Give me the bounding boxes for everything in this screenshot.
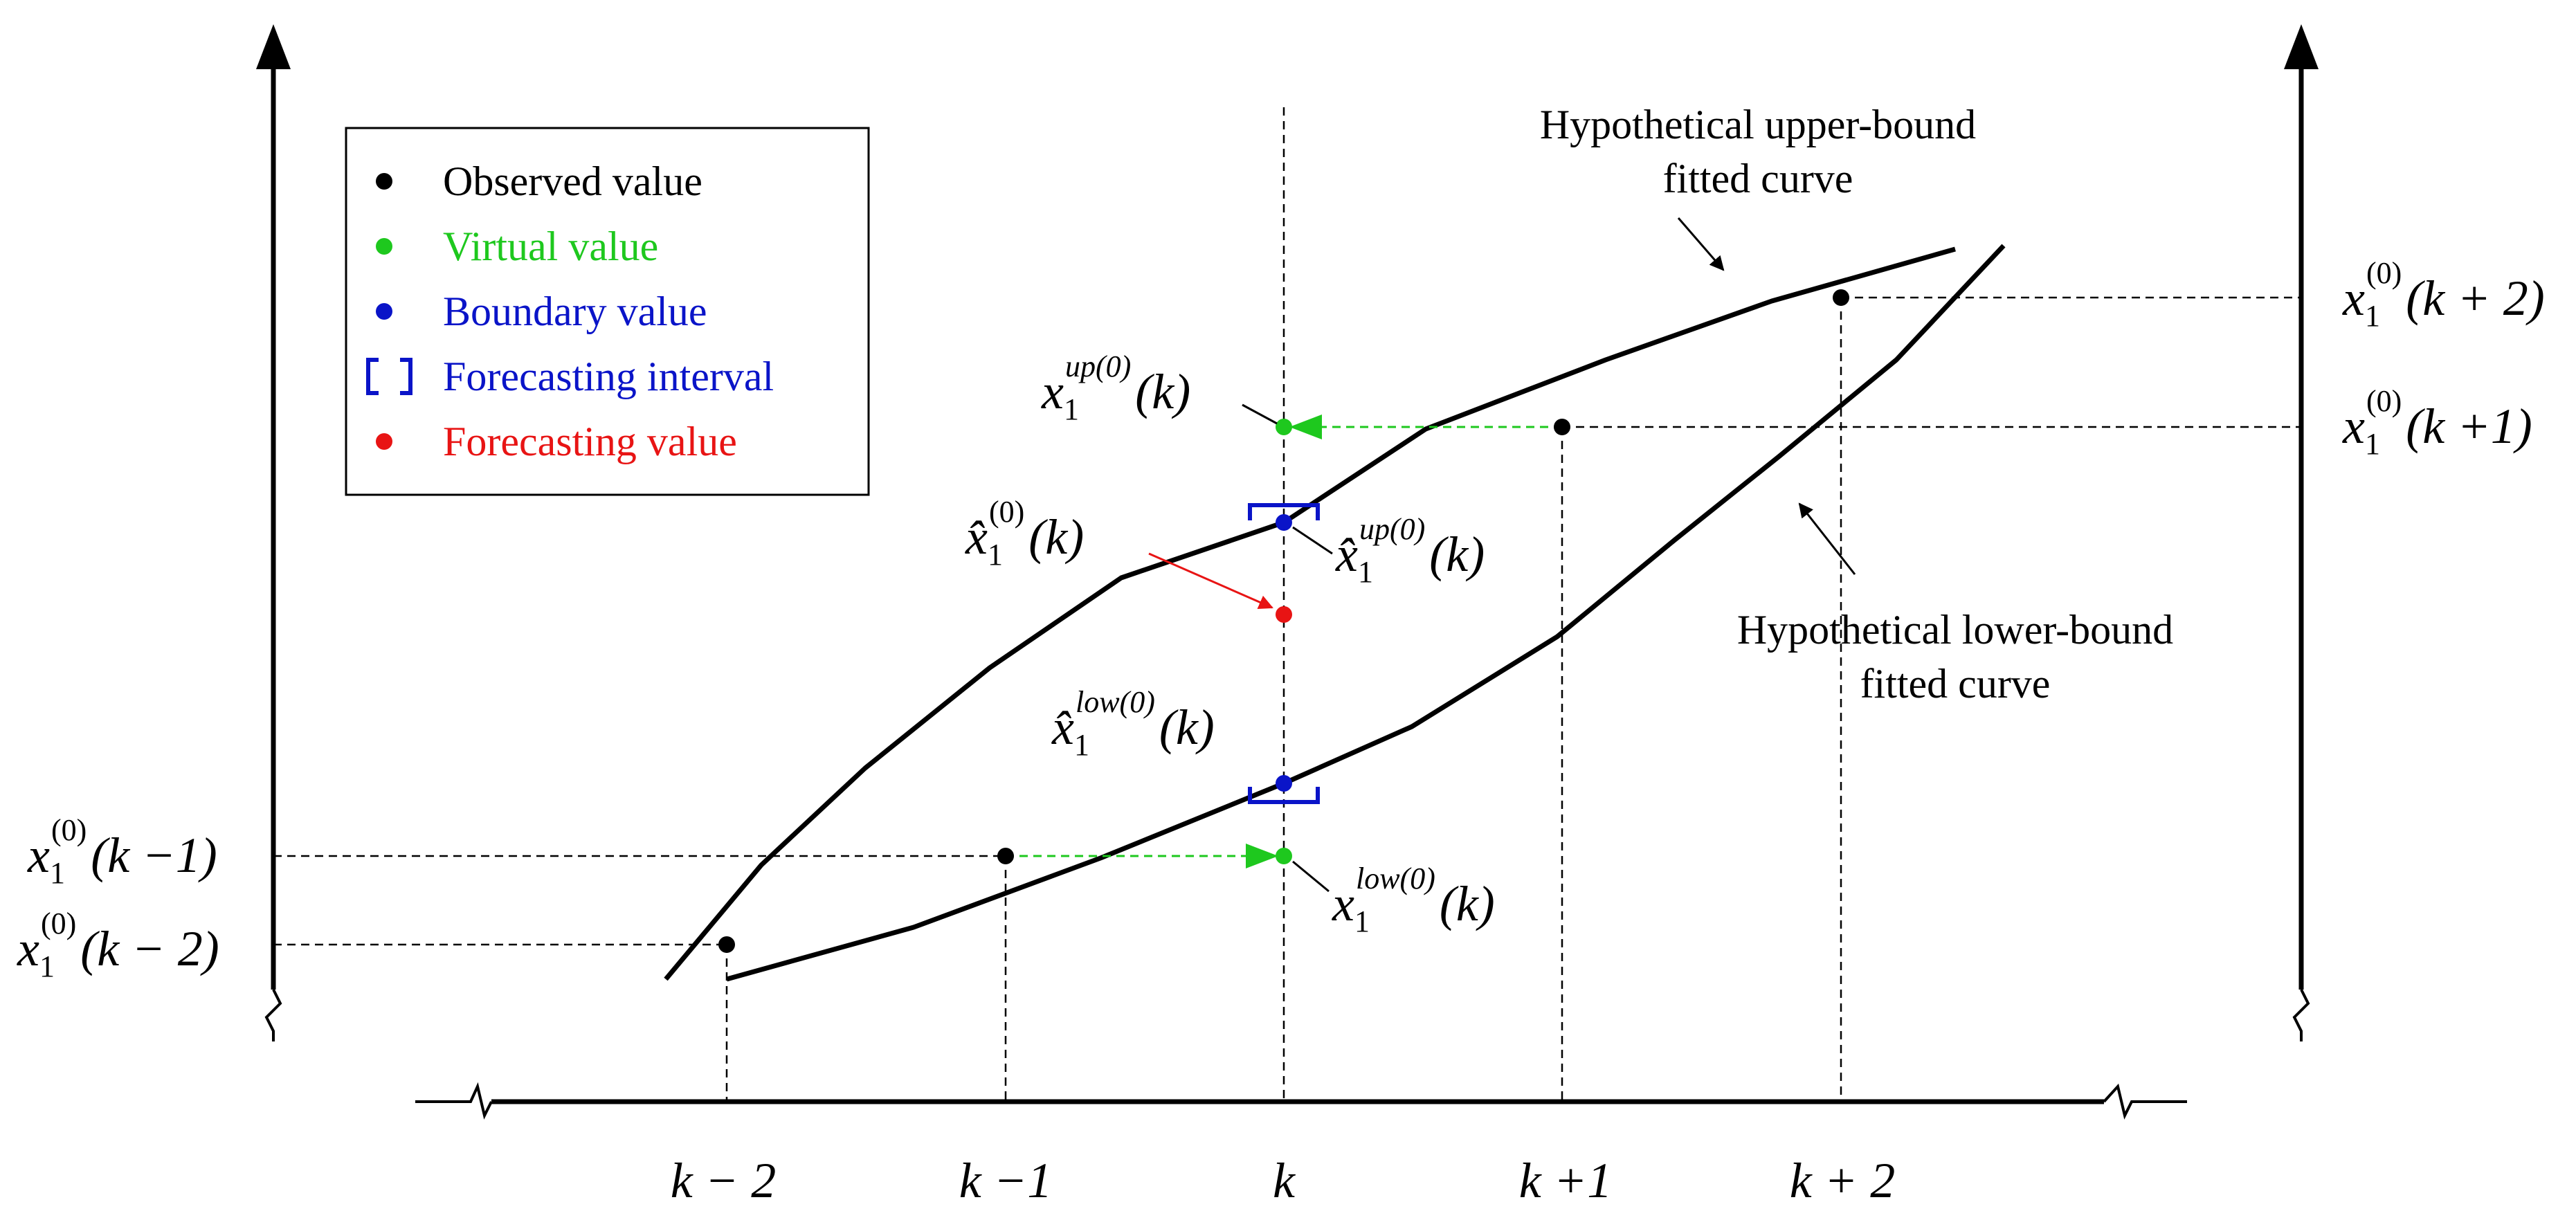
leader-lines (1242, 217, 1856, 893)
upper-bound-curve (664, 246, 1956, 981)
left-y-axis (256, 24, 291, 1041)
virtual-arrows (1006, 415, 1562, 868)
legend-forecast-marker (376, 433, 392, 450)
y-label-kp1: x1(0)(k +1) (2342, 384, 2532, 461)
lower-curve-annotation-line1: Hypothetical lower-bound (1737, 607, 2173, 653)
virtual-point-up (1276, 419, 1292, 435)
svg-text:x1(0)(k − 2): x1(0)(k − 2) (17, 907, 219, 983)
legend-boundary-marker (376, 303, 392, 320)
boundary-point-up (1276, 514, 1292, 531)
right-y-axis (2284, 24, 2319, 1041)
legend-virtual-label: Virtual value (443, 224, 658, 269)
interval-top-bracket (1248, 503, 1320, 520)
svg-text:x1(0)(k + 2): x1(0)(k + 2) (2342, 256, 2545, 333)
x-tick-km2: k − 2 (671, 1153, 777, 1208)
guide-lines (273, 107, 2301, 1102)
legend-box (345, 127, 870, 496)
x-tick-labels: k − 2 k −1 k k +1 k + 2 (671, 1153, 1896, 1208)
svg-text:x1up(0)(k): x1up(0)(k) (1041, 349, 1190, 426)
observed-point-kp2 (1833, 289, 1849, 306)
observed-point-km2 (718, 936, 735, 953)
legend-observed-label: Observed value (443, 158, 702, 204)
x-tick-k: k (1273, 1153, 1296, 1208)
svg-text:x̂1up(0)(k): x̂1up(0)(k) (1335, 512, 1485, 589)
x-axis (415, 1082, 2187, 1120)
legend: Observed value Virtual value Boundary va… (345, 127, 870, 496)
observed-point-km1 (997, 848, 1014, 864)
legend-boundary-label: Boundary value (443, 289, 707, 334)
forecast-interval-brackets (1248, 503, 1320, 804)
y-label-km1: x1(0)(k −1) (27, 813, 217, 890)
label-boundary-low: x̂1low(0)(k) (1051, 685, 1215, 762)
svg-text:x̂1low(0)(k): x̂1low(0)(k) (1051, 685, 1215, 762)
upper-curve-annotation-line1: Hypothetical upper-bound (1540, 102, 1976, 147)
fitted-curves (664, 244, 2006, 982)
observed-point-kp1 (1554, 419, 1570, 435)
lower-curve-annotation-line2: fitted curve (1860, 661, 2051, 707)
virtual-point-low (1276, 848, 1292, 864)
boundary-point-low (1276, 775, 1292, 792)
x-tick-kp1: k +1 (1519, 1153, 1613, 1208)
x-tick-kp2: k + 2 (1790, 1153, 1896, 1208)
interval-bottom-bracket (1248, 787, 1320, 804)
lower-bound-curve (726, 244, 2006, 982)
legend-forecast-label: Forecasting value (443, 419, 737, 464)
label-forecast: x̂1(0)(k) (965, 495, 1084, 572)
y-label-kp2: x1(0)(k + 2) (2342, 256, 2545, 333)
data-points (718, 289, 1849, 953)
y-label-km2: x1(0)(k − 2) (17, 907, 219, 983)
svg-text:x1(0)(k +1): x1(0)(k +1) (2342, 384, 2532, 461)
svg-text:x1low(0)(k): x1low(0)(k) (1332, 862, 1495, 938)
svg-text:x̂1(0)(k): x̂1(0)(k) (965, 495, 1084, 572)
legend-interval-marker-right (400, 358, 412, 395)
label-boundary-up: x̂1up(0)(k) (1335, 512, 1485, 589)
forecast-pointer-arrow (1148, 552, 1273, 610)
legend-interval-label: Forecasting interval (443, 354, 774, 399)
curve-annotations: Hypothetical upper-bound fitted curve Hy… (1540, 102, 2173, 707)
upper-curve-annotation-line2: fitted curve (1663, 156, 1853, 201)
label-virtual-up: x1up(0)(k) (1041, 349, 1190, 426)
svg-text:x1(0)(k −1): x1(0)(k −1) (27, 813, 217, 890)
x-tick-km1: k −1 (959, 1153, 1053, 1208)
forecast-point (1276, 606, 1292, 623)
legend-observed-marker (376, 173, 392, 190)
label-virtual-low: x1low(0)(k) (1332, 862, 1495, 938)
legend-interval-marker-left (366, 358, 379, 395)
legend-virtual-marker (376, 238, 392, 255)
